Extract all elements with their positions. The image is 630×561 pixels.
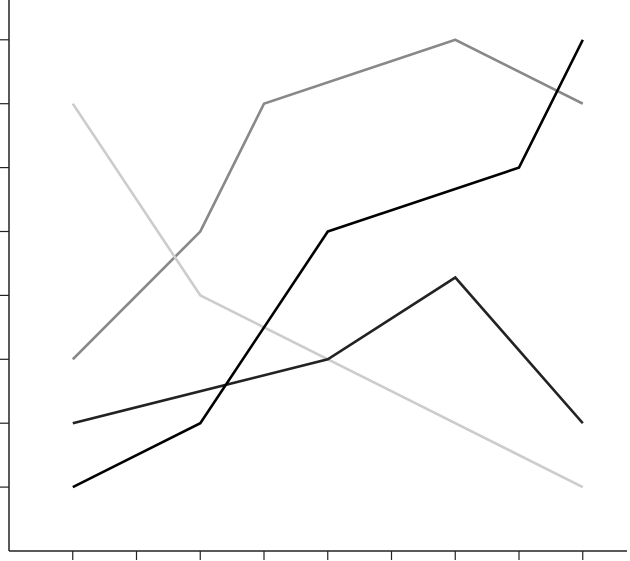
series-line-3 bbox=[72, 275, 584, 425]
plot-area bbox=[71, 38, 584, 489]
series-line-2 bbox=[71, 102, 584, 489]
series-line-4 bbox=[72, 39, 584, 489]
series-line-1 bbox=[71, 38, 584, 361]
